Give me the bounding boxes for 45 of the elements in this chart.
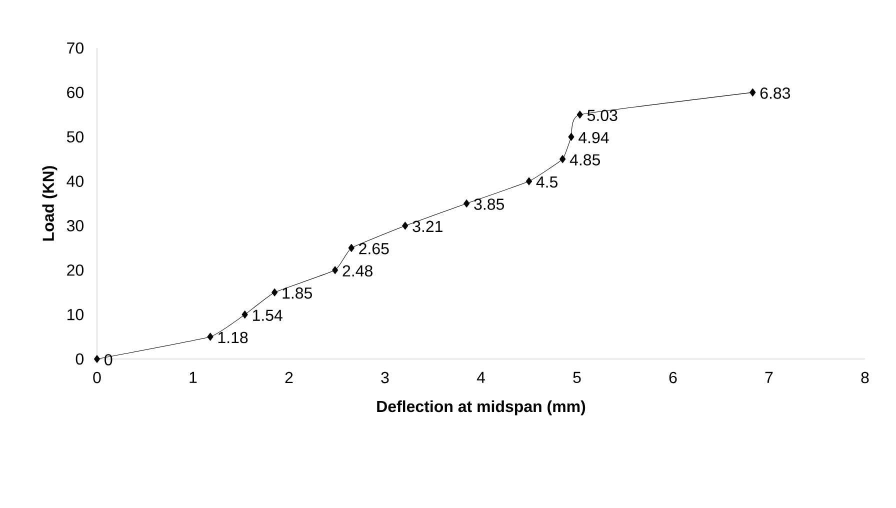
x-tick-label: 6 <box>669 372 677 384</box>
point <box>348 244 354 252</box>
annotation: 4.5 <box>536 176 558 188</box>
x-axis-title: Deflection at midspan (mm) <box>377 400 586 416</box>
x-tick-label: 4 <box>476 372 485 383</box>
y-axis-title: Load (KN) <box>42 166 58 241</box>
x-tick-label: 2 <box>285 372 293 384</box>
annotation: 1.54 <box>252 310 282 321</box>
point <box>560 155 566 164</box>
annotation: 1.18 <box>218 332 248 344</box>
point <box>242 310 248 319</box>
annotation: 5.03 <box>587 110 618 122</box>
x-tick-label: 8 <box>861 372 869 384</box>
point <box>332 266 338 274</box>
y-tick-label: 40 <box>66 176 84 187</box>
point <box>272 288 278 296</box>
y-tick-label: 60 <box>67 86 84 98</box>
point <box>568 132 574 141</box>
x-tick-label: 0 <box>93 372 101 384</box>
x-tick-label: 1 <box>190 372 197 383</box>
point <box>94 354 100 363</box>
annotation: 0 <box>104 354 112 366</box>
point <box>464 200 470 208</box>
annotation: 1.85 <box>282 287 312 299</box>
point <box>576 110 583 119</box>
x-tick-label: 7 <box>765 372 773 383</box>
point <box>207 332 214 341</box>
annotation: 6.83 <box>760 88 790 99</box>
annotation: 2.48 <box>342 265 372 277</box>
annotation: 2.65 <box>359 243 389 254</box>
y-tick-label: 20 <box>67 264 84 276</box>
x-tick-label: 3 <box>381 372 389 384</box>
y-tick-label: 10 <box>68 308 84 320</box>
point <box>526 177 532 186</box>
point <box>402 222 408 230</box>
annotation: 4.85 <box>570 154 600 166</box>
x-tick-label: 5 <box>573 372 581 384</box>
y-tick-label: 30 <box>66 220 84 232</box>
annotation: 3.21 <box>412 220 442 232</box>
annotation: 4.94 <box>578 132 609 144</box>
y-tick-label: 0 <box>76 353 84 365</box>
point <box>750 88 756 96</box>
y-tick-label: 70 <box>67 42 84 54</box>
y-tick-label: 50 <box>66 131 84 143</box>
annotation: 3.85 <box>474 198 504 210</box>
